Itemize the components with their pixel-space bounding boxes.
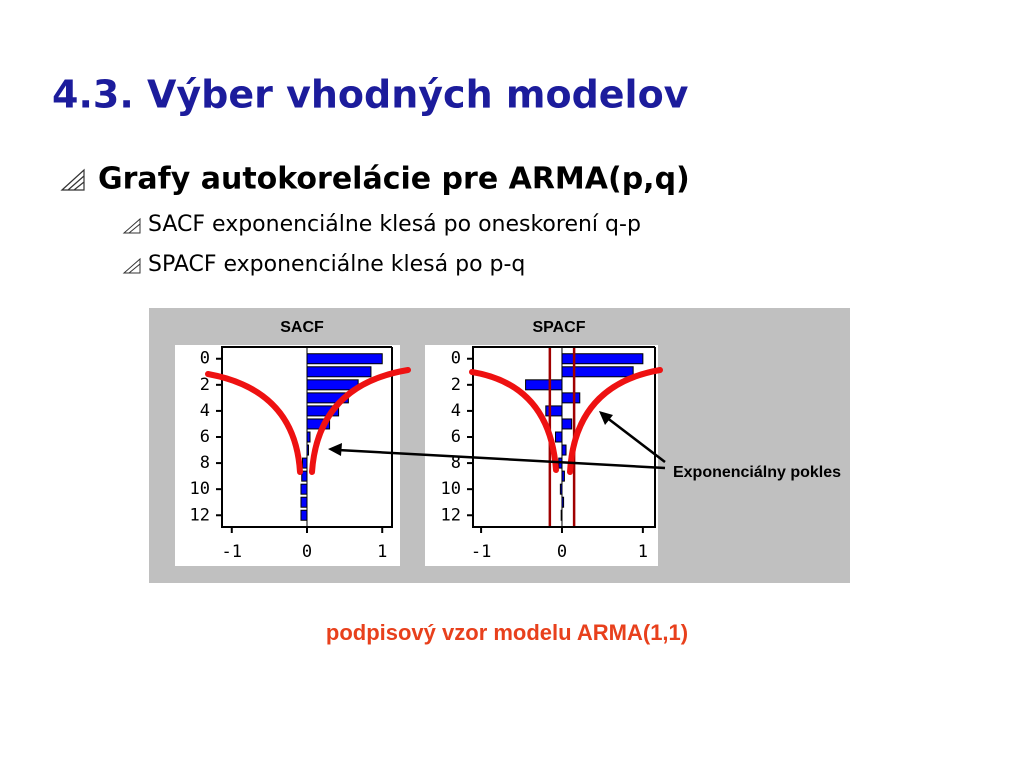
bar (306, 379, 359, 391)
y-tick-label: 6 (200, 427, 210, 447)
bar (561, 444, 567, 456)
y-tick-label: 0 (451, 349, 461, 369)
y-tick-label: 2 (200, 375, 210, 395)
x-tick-label: -1 (222, 542, 242, 562)
bar (525, 379, 563, 391)
bar (300, 509, 308, 521)
x-tick-label: 1 (377, 542, 387, 562)
sub-bullet: SPACF exponenciálne klesá po p-q (148, 252, 525, 277)
bar (306, 366, 372, 378)
y-tick-label: 4 (200, 401, 210, 421)
y-tick-label: 8 (200, 453, 210, 473)
main-bullet: Grafy autokorelácie pre ARMA(p,q) (98, 162, 690, 197)
axis-box (221, 346, 393, 528)
bar (561, 366, 634, 378)
bar (300, 483, 308, 495)
chart-title: SPACF (532, 319, 585, 336)
y-tick-label: 8 (451, 453, 461, 473)
title: 4.3. Výber vhodných modelov (52, 73, 689, 117)
y-tick-label: 6 (451, 427, 461, 447)
arrows (328, 411, 666, 470)
bar (545, 405, 563, 417)
bar (561, 392, 581, 404)
bar (300, 496, 308, 508)
x-tick-label: -1 (471, 542, 491, 562)
annotation: Exponenciálny pokles (672, 464, 842, 481)
bar (306, 353, 383, 365)
sub-bullet-icon (122, 217, 141, 274)
bar (555, 431, 563, 443)
y-tick-label: 12 (441, 505, 461, 525)
y-tick-label: 10 (190, 479, 210, 499)
bar (561, 418, 573, 430)
bar (301, 457, 308, 469)
y-tick-label: 4 (451, 401, 461, 421)
chart-title: SACF (280, 319, 324, 336)
y-tick-label: 0 (200, 349, 210, 369)
x-tick-label: 1 (638, 542, 648, 562)
x-tick-label: 0 (302, 542, 312, 562)
y-tick-label: 10 (441, 479, 461, 499)
bullet-icon (60, 168, 85, 191)
y-tick-label: 2 (451, 375, 461, 395)
decay-arcs (205, 367, 663, 475)
sub-bullet: SACF exponenciálne klesá po oneskorení q… (148, 212, 641, 237)
y-tick-label: 12 (190, 505, 210, 525)
caption: podpisový vzor modelu ARMA(1,1) (326, 620, 688, 645)
x-tick-label: 0 (557, 542, 567, 562)
